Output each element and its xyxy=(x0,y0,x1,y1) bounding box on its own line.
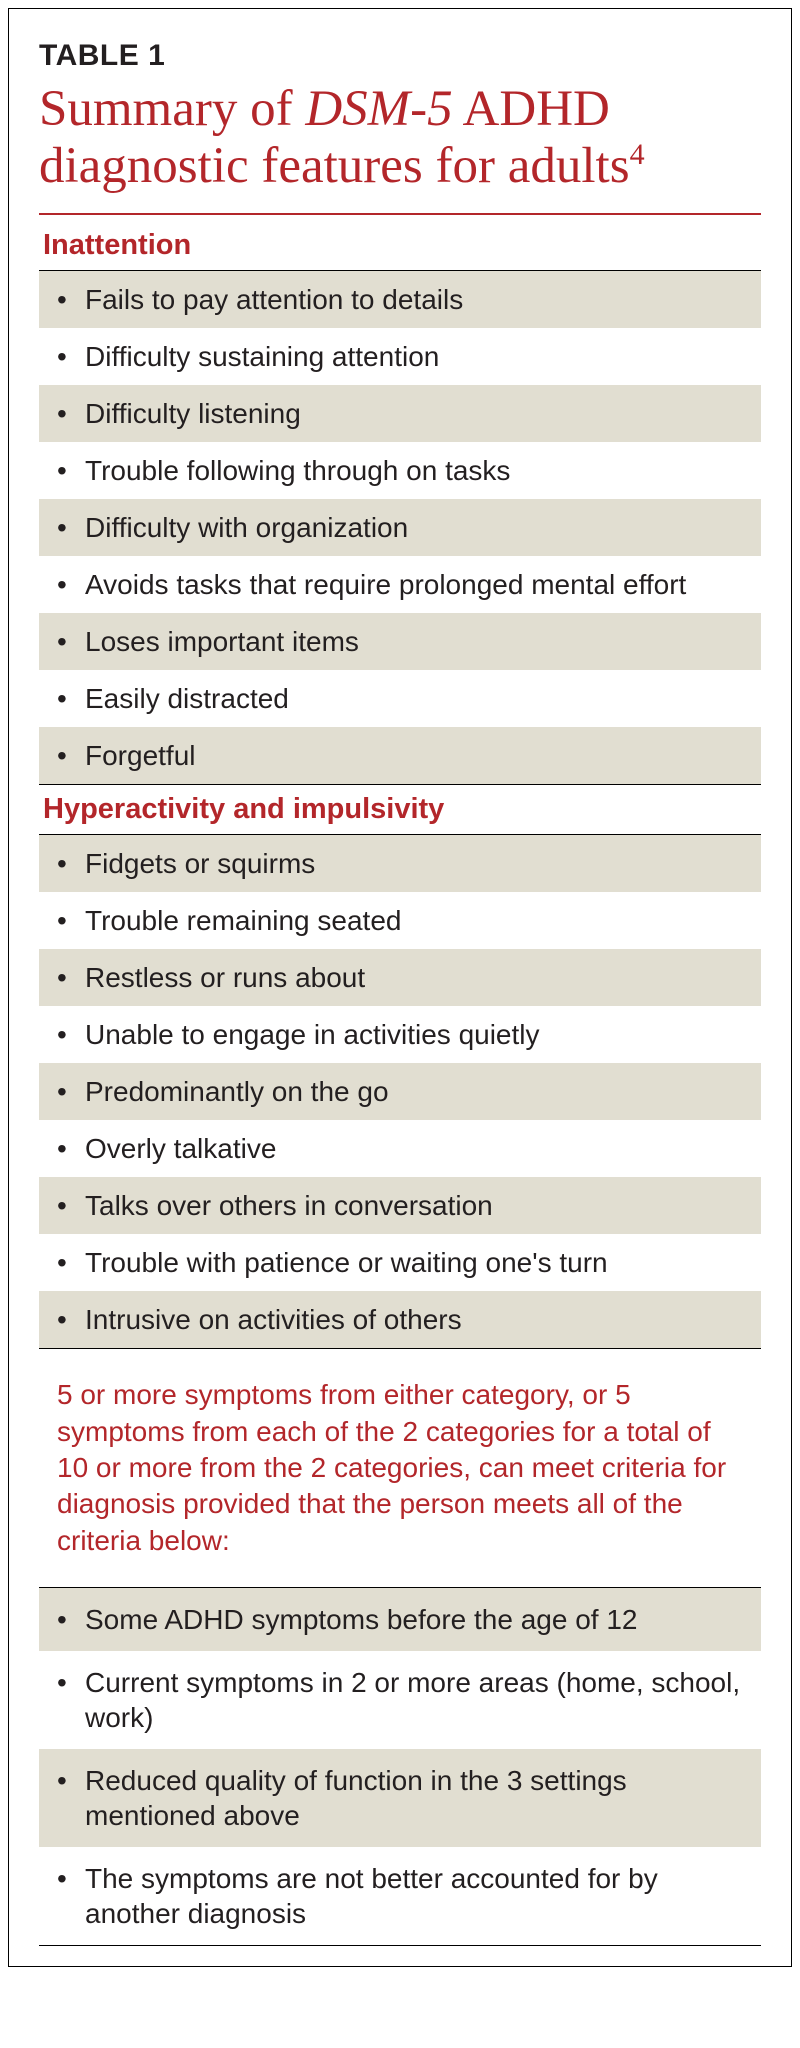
list-item-text: Difficulty with organization xyxy=(85,510,408,545)
list-item-text: Fidgets or squirms xyxy=(85,846,315,881)
criteria-item: •Current symptoms in 2 or more areas (ho… xyxy=(39,1651,761,1749)
list-item: •Fidgets or squirms xyxy=(39,835,761,892)
bullet-icon: • xyxy=(57,1302,85,1337)
bullet-icon: • xyxy=(57,960,85,995)
criteria-item-text: The symptoms are not better accounted fo… xyxy=(85,1861,751,1931)
section-heading: Hyperactivity and impulsivity xyxy=(39,785,761,834)
list-item-text: Unable to engage in activities quietly xyxy=(85,1017,540,1052)
bullet-icon: • xyxy=(57,1245,85,1280)
criteria-item-text: Current symptoms in 2 or more areas (hom… xyxy=(85,1665,751,1735)
bullet-icon: • xyxy=(57,1074,85,1109)
bullet-icon: • xyxy=(57,282,85,317)
bullet-icon: • xyxy=(57,846,85,881)
list-item-text: Easily distracted xyxy=(85,681,289,716)
list-item-text: Trouble with patience or waiting one's t… xyxy=(85,1245,608,1280)
criteria-item: •Reduced quality of function in the 3 se… xyxy=(39,1749,761,1847)
list-item-text: Fails to pay attention to details xyxy=(85,282,463,317)
list-item: •Talks over others in conversation xyxy=(39,1177,761,1234)
bullet-icon: • xyxy=(57,738,85,773)
list-item-text: Trouble following through on tasks xyxy=(85,453,510,488)
criteria-rule-bottom xyxy=(39,1945,761,1946)
list-item: •Easily distracted xyxy=(39,670,761,727)
list-item: •Difficulty listening xyxy=(39,385,761,442)
table-title: Summary of DSM-5 ADHD diagnostic feature… xyxy=(39,81,761,195)
list-item: •Unable to engage in activities quietly xyxy=(39,1006,761,1063)
list-item: •Difficulty with organization xyxy=(39,499,761,556)
bullet-icon: • xyxy=(57,1665,85,1700)
list-item-text: Avoids tasks that require prolonged ment… xyxy=(85,567,686,602)
list-item: •Trouble remaining seated xyxy=(39,892,761,949)
list-item: •Overly talkative xyxy=(39,1120,761,1177)
list-item-text: Talks over others in conversation xyxy=(85,1188,493,1223)
list-item: •Loses important items xyxy=(39,613,761,670)
criteria-list: •Some ADHD symptoms before the age of 12… xyxy=(39,1588,761,1945)
list-item: •Predominantly on the go xyxy=(39,1063,761,1120)
bullet-icon: • xyxy=(57,1017,85,1052)
title-pre: Summary of xyxy=(39,81,305,137)
criteria-item-text: Some ADHD symptoms before the age of 12 xyxy=(85,1602,638,1637)
table-label: TABLE 1 xyxy=(39,39,761,73)
list-item: •Trouble with patience or waiting one's … xyxy=(39,1234,761,1291)
sections: Inattention•Fails to pay attention to de… xyxy=(39,221,761,1349)
bullet-icon: • xyxy=(57,624,85,659)
list-item-text: Restless or runs about xyxy=(85,960,365,995)
list-item: •Trouble following through on tasks xyxy=(39,442,761,499)
list-item-text: Difficulty sustaining attention xyxy=(85,339,439,374)
list-item-text: Predominantly on the go xyxy=(85,1074,389,1109)
bullet-icon: • xyxy=(57,339,85,374)
bullet-icon: • xyxy=(57,396,85,431)
bullet-icon: • xyxy=(57,1763,85,1798)
criteria-item-text: Reduced quality of function in the 3 set… xyxy=(85,1763,751,1833)
bullet-icon: • xyxy=(57,453,85,488)
list-item: •Forgetful xyxy=(39,727,761,784)
list-item: •Avoids tasks that require prolonged men… xyxy=(39,556,761,613)
list-item: •Restless or runs about xyxy=(39,949,761,1006)
criteria-note: 5 or more symptoms from either category,… xyxy=(39,1349,761,1587)
bullet-icon: • xyxy=(57,681,85,716)
list-item: •Difficulty sustaining attention xyxy=(39,328,761,385)
bullet-icon: • xyxy=(57,510,85,545)
list-item-text: Forgetful xyxy=(85,738,196,773)
criteria-item: •The symptoms are not better accounted f… xyxy=(39,1847,761,1945)
bullet-icon: • xyxy=(57,567,85,602)
list-item: •Intrusive on activities of others xyxy=(39,1291,761,1348)
title-sup: 4 xyxy=(630,138,645,171)
bullet-icon: • xyxy=(57,1131,85,1166)
criteria-item: •Some ADHD symptoms before the age of 12 xyxy=(39,1588,761,1651)
title-rule xyxy=(39,213,761,215)
section-heading: Inattention xyxy=(39,221,761,270)
bullet-icon: • xyxy=(57,1602,85,1637)
list-item: •Fails to pay attention to details xyxy=(39,271,761,328)
list-item-text: Loses important items xyxy=(85,624,359,659)
table-container: TABLE 1 Summary of DSM-5 ADHD diagnostic… xyxy=(8,8,792,1967)
list-item-text: Intrusive on activities of others xyxy=(85,1302,462,1337)
title-em: DSM-5 xyxy=(305,81,452,137)
bullet-icon: • xyxy=(57,903,85,938)
list-item-text: Trouble remaining seated xyxy=(85,903,401,938)
bullet-icon: • xyxy=(57,1861,85,1896)
list-item-text: Overly talkative xyxy=(85,1131,276,1166)
bullet-icon: • xyxy=(57,1188,85,1223)
list-item-text: Difficulty listening xyxy=(85,396,301,431)
